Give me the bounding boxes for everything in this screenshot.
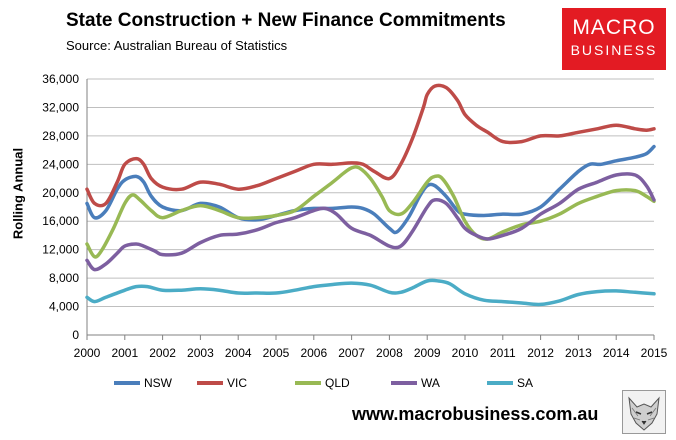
legend-label-qld: QLD [325, 376, 350, 390]
series-line-nsw [85, 144, 656, 235]
y-tick-label: 16,000 [42, 214, 79, 228]
legend-label-vic: VIC [227, 376, 247, 390]
series-line-wa [85, 172, 656, 272]
x-tick-label: 2006 [300, 346, 327, 360]
x-tick-label: 2001 [111, 346, 138, 360]
y-tick-label: 28,000 [42, 129, 79, 143]
series-line-vic [85, 83, 656, 208]
logo-line-2: BUSINESS [570, 42, 658, 58]
x-tick-label: 2002 [149, 346, 176, 360]
y-tick-label: 20,000 [42, 186, 79, 200]
legend-label-nsw: NSW [144, 376, 173, 390]
x-tick-label: 2009 [414, 346, 441, 360]
x-tick-label: 2003 [187, 346, 214, 360]
y-tick-label: 4,000 [49, 300, 79, 314]
wolf-logo-icon [622, 390, 666, 434]
x-tick-label: 2014 [603, 346, 630, 360]
macrobusiness-logo: MACRO BUSINESS [562, 8, 666, 70]
x-tick-label: 2011 [490, 346, 516, 360]
series-line-sa [85, 278, 656, 307]
x-tick-label: 2007 [338, 346, 365, 360]
chart-title: State Construction + New Finance Commitm… [66, 10, 506, 31]
legend-label-wa: WA [421, 376, 440, 390]
y-tick-label: 8,000 [49, 271, 79, 285]
legend-label-sa: SA [517, 376, 533, 390]
y-tick-label: 12,000 [42, 243, 79, 257]
x-tick-label: 2000 [74, 346, 101, 360]
chart-source: Source: Australian Bureau of Statistics [66, 38, 288, 53]
logo-line-1: MACRO [572, 16, 656, 39]
x-tick-label: 2008 [376, 346, 403, 360]
y-tick-label: 32,000 [42, 100, 79, 114]
x-tick-label: 2005 [263, 346, 290, 360]
y-tick-label: 24,000 [42, 157, 79, 171]
x-tick-label: 2015 [641, 346, 668, 360]
x-tick-label: 2012 [527, 346, 554, 360]
site-url: www.macrobusiness.com.au [352, 404, 599, 424]
y-tick-label: 36,000 [42, 72, 79, 86]
x-tick-label: 2010 [452, 346, 479, 360]
series-line-qld [85, 165, 656, 259]
x-tick-label: 2004 [225, 346, 252, 360]
y-tick-label: 0 [72, 328, 79, 342]
x-tick-label: 2013 [565, 346, 592, 360]
